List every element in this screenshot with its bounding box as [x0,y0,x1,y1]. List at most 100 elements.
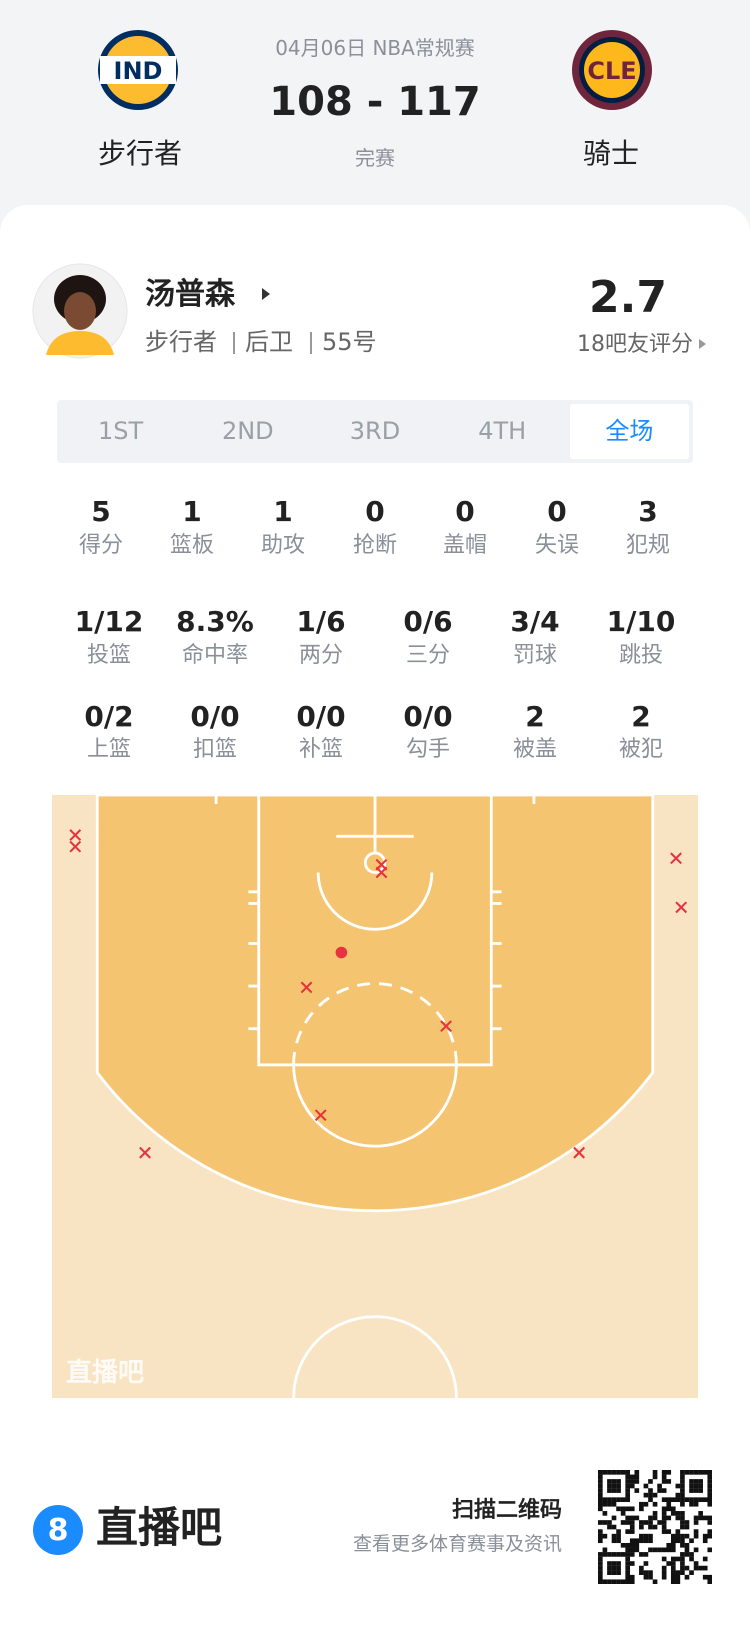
qr-cell [680,1474,685,1480]
qr-cell [616,1506,621,1512]
qr-cell [625,1579,631,1584]
shot-miss [440,1020,452,1033]
qr-cell [698,1479,703,1484]
qr-cell [698,1497,703,1503]
qr-cell [639,1533,644,1539]
stat-value: 8.3% [176,605,254,638]
qr-cell [670,1533,676,1539]
qr-cell [689,1556,694,1562]
qr-cell [598,1483,603,1489]
stat-label: 被犯 [618,737,664,762]
qr-cell [652,1524,658,1530]
qr-cell [634,1538,640,1544]
qr-cell [680,1470,685,1475]
brand-name: 直播吧 [96,1503,223,1552]
qr-cell [616,1529,621,1534]
qr-cell [602,1533,608,1539]
qr-cell [661,1524,667,1530]
tab[interactable]: 2ND [221,417,274,445]
qr-cell [643,1520,649,1525]
qr-cell [670,1547,676,1553]
qr-cell [625,1570,631,1575]
qr-cell [680,1533,685,1539]
qr-cell [675,1538,681,1544]
qr-cell [648,1538,653,1544]
tab[interactable]: 全场 [605,417,654,445]
qr-cell [661,1506,667,1512]
qr-cell [652,1492,658,1498]
qr-cell [611,1497,617,1503]
score: 108 - 117 [269,79,481,125]
qr-cell [707,1579,712,1584]
qr-cell [684,1524,690,1530]
qr-cell [620,1520,626,1525]
tab[interactable]: 4TH [478,417,527,445]
qr-cell [629,1574,635,1580]
qr-cell [598,1529,603,1534]
qr-cell [707,1492,712,1498]
qr-cell [629,1542,635,1548]
qr-cell [629,1547,635,1553]
qr-cell [680,1497,685,1503]
qr-cell [675,1511,681,1516]
stat-label: 勾手 [405,737,451,762]
shot-miss [314,1109,327,1122]
qr-cell [648,1533,653,1539]
qr-cell [625,1506,631,1512]
qr-cell [707,1497,712,1503]
qr-cell [643,1533,649,1539]
shot-made [335,946,348,959]
qr-cell [625,1542,631,1548]
qr-cell [698,1483,703,1489]
qr-cell [652,1547,658,1553]
player-name[interactable]: 汤普森 [145,277,235,312]
stat-label: 失误 [534,533,580,558]
qr-cell [661,1488,667,1493]
qr-cell [661,1574,667,1580]
qr-cell [625,1497,631,1503]
watermark: 直播吧 [66,1358,145,1388]
stat-value: 0 [547,495,567,528]
qr-cell [680,1570,685,1575]
qr-cell [680,1501,685,1507]
qr-cell [693,1533,699,1539]
qr-cell [675,1570,681,1575]
home-logo: IND [98,30,178,110]
rating-label[interactable]: 18吧友评分 [577,332,693,357]
brand-logo-text: 8 [48,1513,69,1548]
qr-cell [598,1501,603,1507]
qr-cell [629,1538,635,1544]
tab[interactable]: 1ST [98,417,144,445]
qr-cell [634,1515,640,1521]
qr-cell [611,1533,617,1539]
qr-cell [661,1479,667,1484]
qr-cell [611,1501,617,1507]
qr-cell [652,1501,658,1507]
qr-cell [693,1520,699,1525]
qr-cell [598,1565,603,1571]
qr-cell [625,1479,631,1484]
qr-cell [611,1479,617,1484]
qr-cell [707,1470,712,1475]
stat-value: 0/0 [403,700,453,733]
qr-cell [702,1497,708,1503]
qr-cell [670,1561,676,1566]
qr-cell [652,1511,658,1516]
qr-cell [611,1515,617,1521]
away-logo: CLE [572,30,652,110]
stat-value: 5 [91,495,111,528]
qr-cell [689,1488,694,1493]
qr-cell [611,1565,617,1571]
qr-cell [675,1579,681,1584]
qr-cell [657,1483,662,1489]
qr-cell [675,1556,681,1562]
qr-cell [666,1561,672,1566]
qr-cell [689,1570,694,1575]
stat-label: 两分 [298,643,344,668]
tab[interactable]: 3RD [349,417,401,445]
stat-label: 得分 [78,533,124,558]
qr-cell [616,1533,621,1539]
qr-cell [639,1506,644,1512]
qr-cell [657,1547,662,1553]
qr-cell [616,1552,621,1557]
